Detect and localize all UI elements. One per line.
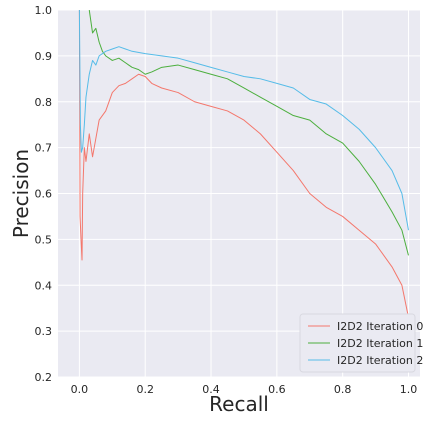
x-tick-label: 0.8	[334, 383, 352, 396]
x-axis-title: Recall	[209, 392, 269, 416]
y-tick-label: 0.7	[35, 142, 53, 155]
y-tick-label: 0.2	[35, 371, 53, 384]
y-tick-label: 0.4	[35, 279, 53, 292]
x-tick-labels: 0.0 0.2 0.4 0.6 0.8 1.0	[71, 383, 418, 396]
y-tick-label: 0.9	[35, 50, 53, 63]
legend-label: I2D2 Iteration 0	[337, 320, 423, 333]
x-tick-label: 1.0	[400, 383, 418, 396]
x-tick-label: 0.6	[268, 383, 286, 396]
series-line-iteration-1	[88, 10, 409, 256]
x-tick-label: 0.2	[136, 383, 154, 396]
y-tick-label: 0.8	[35, 96, 53, 109]
series-layer	[78, 10, 409, 318]
legend-box	[299, 313, 416, 373]
legend-label: I2D2 Iteration 1	[337, 337, 423, 350]
legend-label: I2D2 Iteration 2	[337, 354, 423, 367]
x-tick-label: 0.0	[71, 383, 89, 396]
y-tick-label: 0.6	[35, 188, 53, 201]
y-axis-title: Precision	[9, 149, 33, 238]
grid	[58, 9, 420, 378]
legend: I2D2 Iteration 0 I2D2 Iteration 1 I2D2 Ite…	[299, 313, 423, 373]
y-tick-label: 0.5	[35, 233, 53, 246]
x-tick-label: 0.4	[202, 383, 220, 396]
y-tick-labels: 0.2 0.3 0.4 0.5 0.6 0.7 0.8 0.9 1.0	[35, 4, 53, 384]
series-line-iteration-0	[78, 10, 409, 318]
series-line-iteration-2	[78, 10, 409, 231]
y-tick-label: 1.0	[35, 4, 53, 17]
y-tick-label: 0.3	[35, 325, 53, 338]
